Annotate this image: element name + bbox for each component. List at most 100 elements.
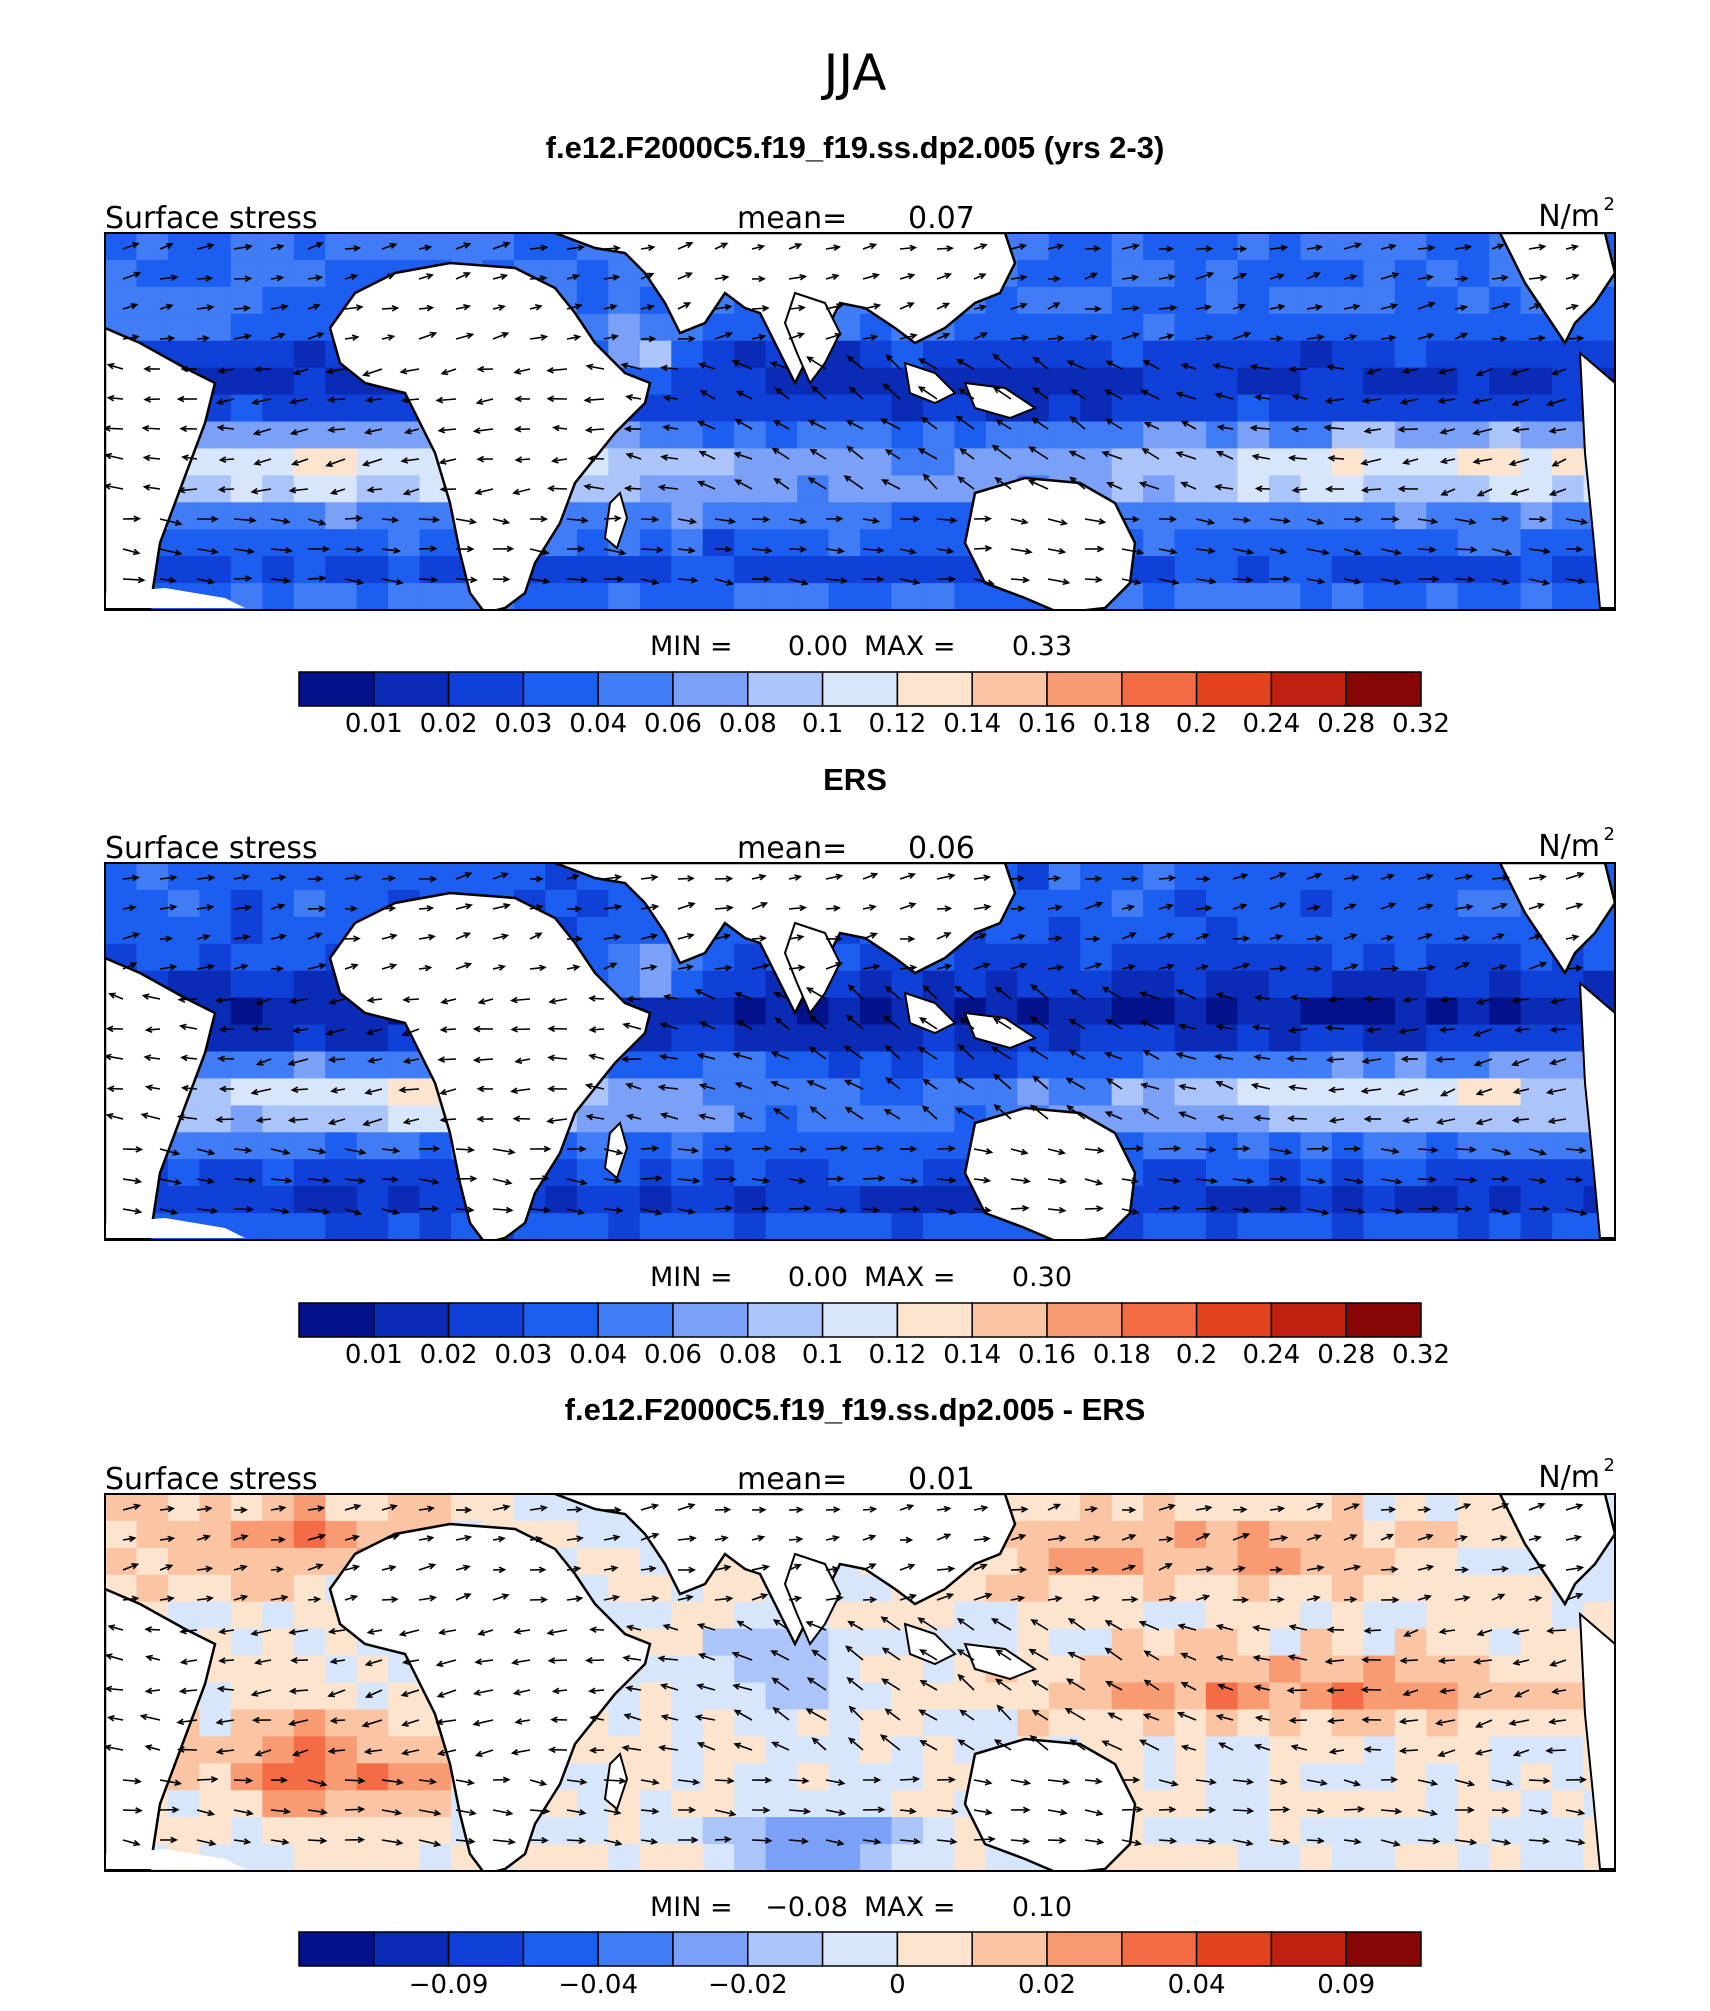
vector-arrow — [1195, 933, 1209, 940]
vector-arrow — [677, 1537, 696, 1541]
vector-arrowhead — [761, 305, 770, 312]
vector-arrow — [1010, 336, 1028, 340]
field-cell — [1363, 970, 1396, 999]
vector-arrow — [529, 1506, 547, 1511]
vector-arrow — [441, 368, 457, 375]
field-cell — [1174, 475, 1207, 503]
vector-arrow — [862, 905, 876, 910]
vector-arrow — [196, 1567, 212, 1571]
vector-arrowhead — [884, 1708, 892, 1716]
vector-arrow — [307, 518, 325, 525]
vector-arrow — [1513, 428, 1530, 431]
vector-arrow — [233, 875, 249, 880]
vector-arrowhead — [1029, 1016, 1038, 1023]
field-cell — [1237, 340, 1270, 369]
vector-arrow — [1326, 398, 1345, 403]
vector-arrowhead — [882, 383, 890, 391]
vector-arrowhead — [1031, 1709, 1040, 1717]
vector-arrowhead — [1201, 933, 1210, 940]
vector-arrow — [587, 1115, 605, 1120]
vector-arrow — [1306, 937, 1322, 940]
vector-arrow — [492, 965, 505, 970]
vector-arrowhead — [837, 1779, 846, 1786]
field-cell — [1552, 583, 1585, 610]
vector-arrowhead — [1543, 547, 1551, 555]
vector-arrowhead — [319, 1837, 328, 1844]
vector-arrow — [474, 1058, 494, 1062]
vector-arrowhead — [547, 1054, 555, 1062]
vector-arrow — [936, 1567, 954, 1571]
field-cell — [1394, 1520, 1427, 1549]
vector-arrow — [899, 1839, 920, 1843]
vector-arrowhead — [687, 875, 695, 882]
vector-arrow — [640, 1177, 661, 1180]
vector-arrowhead — [623, 485, 632, 492]
field-cell — [1174, 1024, 1207, 1053]
vector-arrowhead — [1090, 334, 1099, 341]
vector-arrowhead — [758, 1506, 767, 1514]
field-cell — [860, 1051, 893, 1079]
field-cell — [1300, 1709, 1333, 1737]
field-cell — [1489, 1736, 1522, 1764]
vector-arrow — [289, 1629, 309, 1634]
field-cell — [230, 889, 263, 918]
vector-arrow — [1032, 1680, 1049, 1691]
vector-arrow — [1417, 302, 1435, 310]
vector-arrow — [1047, 877, 1060, 880]
vector-arrowhead — [202, 934, 211, 941]
vector-arrow — [1182, 363, 1197, 370]
field-cell — [262, 421, 295, 449]
vector-arrowhead — [1539, 874, 1547, 881]
field-cell — [891, 556, 924, 584]
vector-arrow — [992, 1618, 1012, 1631]
vector-arrowhead — [1476, 1629, 1485, 1637]
vector-arrowhead — [1092, 935, 1101, 943]
field-cell — [1520, 394, 1553, 423]
vector-arrow — [1121, 905, 1134, 910]
field-cell — [639, 1213, 672, 1240]
field-cell — [734, 997, 767, 1026]
vector-arrowhead — [502, 575, 511, 583]
vector-arrowhead — [391, 1596, 399, 1603]
vector-arrow — [1140, 482, 1160, 490]
vector-arrowhead — [943, 932, 952, 939]
field-cell — [262, 863, 295, 891]
vector-arrow — [1289, 456, 1308, 460]
field-cell — [105, 286, 138, 315]
field-cell — [199, 259, 232, 288]
vector-arrow — [1269, 548, 1286, 553]
vector-arrow — [474, 1719, 494, 1726]
vector-arrowhead — [1254, 485, 1263, 493]
vector-arrow — [257, 1118, 272, 1122]
vector-arrowhead — [180, 1054, 188, 1062]
colorbar-swatch — [522, 671, 599, 707]
field-cell — [828, 1159, 861, 1187]
vector-arrow — [566, 335, 580, 340]
vector-arrowhead — [1096, 545, 1105, 553]
vector-arrow — [159, 276, 177, 280]
vector-arrow — [492, 872, 508, 880]
vector-arrowhead — [764, 1145, 772, 1152]
vector-arrowhead — [683, 302, 692, 309]
field-cell — [262, 1574, 295, 1603]
vector-arrowhead — [1218, 1742, 1226, 1749]
field-cell — [230, 1159, 263, 1187]
vector-arrowhead — [949, 1176, 957, 1184]
vector-arrowhead — [251, 398, 259, 405]
vector-arrow — [326, 1028, 346, 1035]
vector-arrow — [603, 876, 621, 880]
vector-arrowhead — [389, 242, 398, 250]
vector-arrowhead — [390, 1504, 398, 1511]
vector-arrowhead — [1315, 304, 1323, 311]
field-cell — [136, 916, 169, 945]
vector-arrow — [640, 965, 656, 970]
vector-arrow — [547, 368, 568, 372]
field-cell — [639, 1105, 672, 1133]
field-cell — [1237, 313, 1270, 342]
vector-arrow — [159, 337, 174, 340]
field-cell — [1331, 1709, 1364, 1737]
vector-arrow — [455, 1779, 474, 1784]
vector-arrowhead — [658, 1053, 667, 1061]
field-cell — [1143, 1213, 1176, 1240]
vector-arrow — [775, 1017, 790, 1030]
